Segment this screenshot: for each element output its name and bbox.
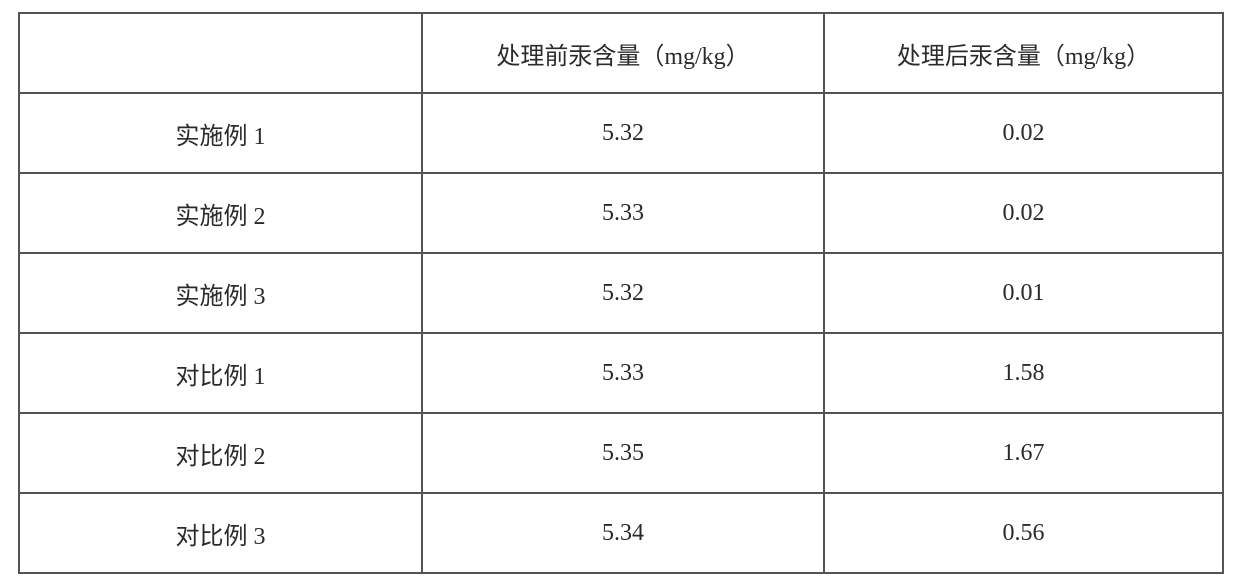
table-container: 处理前汞含量（mg/kg） 处理后汞含量（mg/kg） 实施例 1 5.32 0… [0, 0, 1240, 586]
header-blank [19, 13, 422, 93]
value-after: 1.58 [824, 333, 1223, 413]
table-row: 实施例 1 5.32 0.02 [19, 93, 1223, 173]
table-row: 对比例 2 5.35 1.67 [19, 413, 1223, 493]
value-before: 5.35 [422, 413, 824, 493]
header-after: 处理后汞含量（mg/kg） [824, 13, 1223, 93]
header-before: 处理前汞含量（mg/kg） [422, 13, 824, 93]
value-before: 5.34 [422, 493, 824, 573]
header-row: 处理前汞含量（mg/kg） 处理后汞含量（mg/kg） [19, 13, 1223, 93]
row-label: 对比例 2 [19, 413, 422, 493]
row-label: 实施例 2 [19, 173, 422, 253]
value-before: 5.33 [422, 173, 824, 253]
value-before: 5.33 [422, 333, 824, 413]
row-label: 实施例 3 [19, 253, 422, 333]
value-after: 0.01 [824, 253, 1223, 333]
row-label: 实施例 1 [19, 93, 422, 173]
table-row: 对比例 1 5.33 1.58 [19, 333, 1223, 413]
value-after: 1.67 [824, 413, 1223, 493]
value-after: 0.56 [824, 493, 1223, 573]
value-after: 0.02 [824, 93, 1223, 173]
data-table: 处理前汞含量（mg/kg） 处理后汞含量（mg/kg） 实施例 1 5.32 0… [18, 12, 1224, 574]
value-before: 5.32 [422, 253, 824, 333]
row-label: 对比例 3 [19, 493, 422, 573]
row-label: 对比例 1 [19, 333, 422, 413]
table-row: 实施例 3 5.32 0.01 [19, 253, 1223, 333]
table-row: 对比例 3 5.34 0.56 [19, 493, 1223, 573]
value-before: 5.32 [422, 93, 824, 173]
table-row: 实施例 2 5.33 0.02 [19, 173, 1223, 253]
value-after: 0.02 [824, 173, 1223, 253]
